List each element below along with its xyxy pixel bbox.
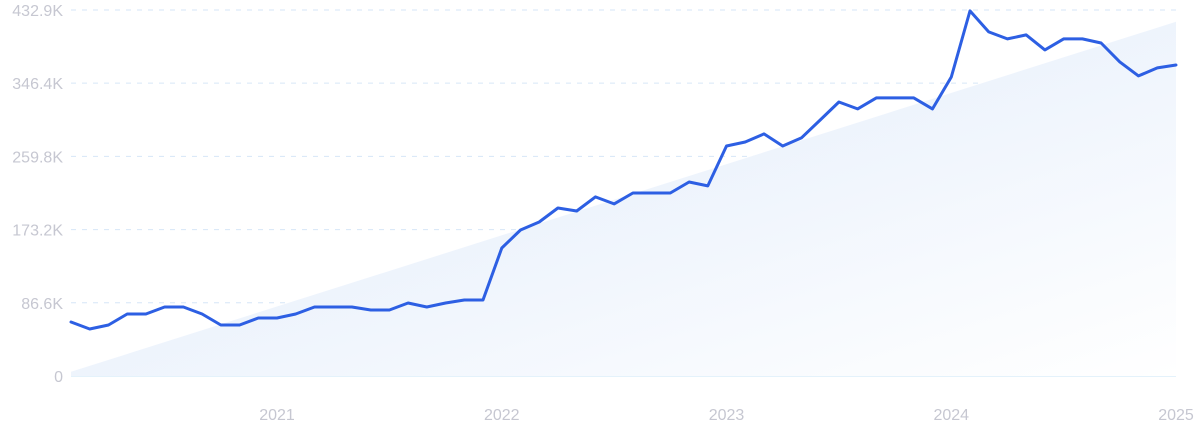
series-line — [69, 9, 1178, 331]
y-tick-label: 346.4K — [12, 76, 63, 93]
y-tick-label: 173.2K — [12, 223, 63, 240]
x-tick-label: 2025 — [1158, 407, 1194, 424]
y-axis-labels: 0 86.6K 173.2K 259.8K 346.4K 432.9K — [12, 3, 63, 386]
y-tick-label: 86.6K — [21, 296, 63, 313]
x-tick-label: 2023 — [709, 407, 745, 424]
y-tick-label: 432.9K — [12, 3, 63, 20]
y-tick-label: 259.8K — [12, 149, 63, 166]
x-tick-label: 2024 — [933, 407, 969, 424]
data-points — [70, 10, 1177, 330]
x-tick-label: 2022 — [484, 407, 520, 424]
x-tick-label: 2021 — [259, 407, 295, 424]
y-tick-label: 0 — [54, 369, 63, 386]
x-axis-labels: 2021 2022 2023 2024 2025 — [259, 407, 1194, 424]
